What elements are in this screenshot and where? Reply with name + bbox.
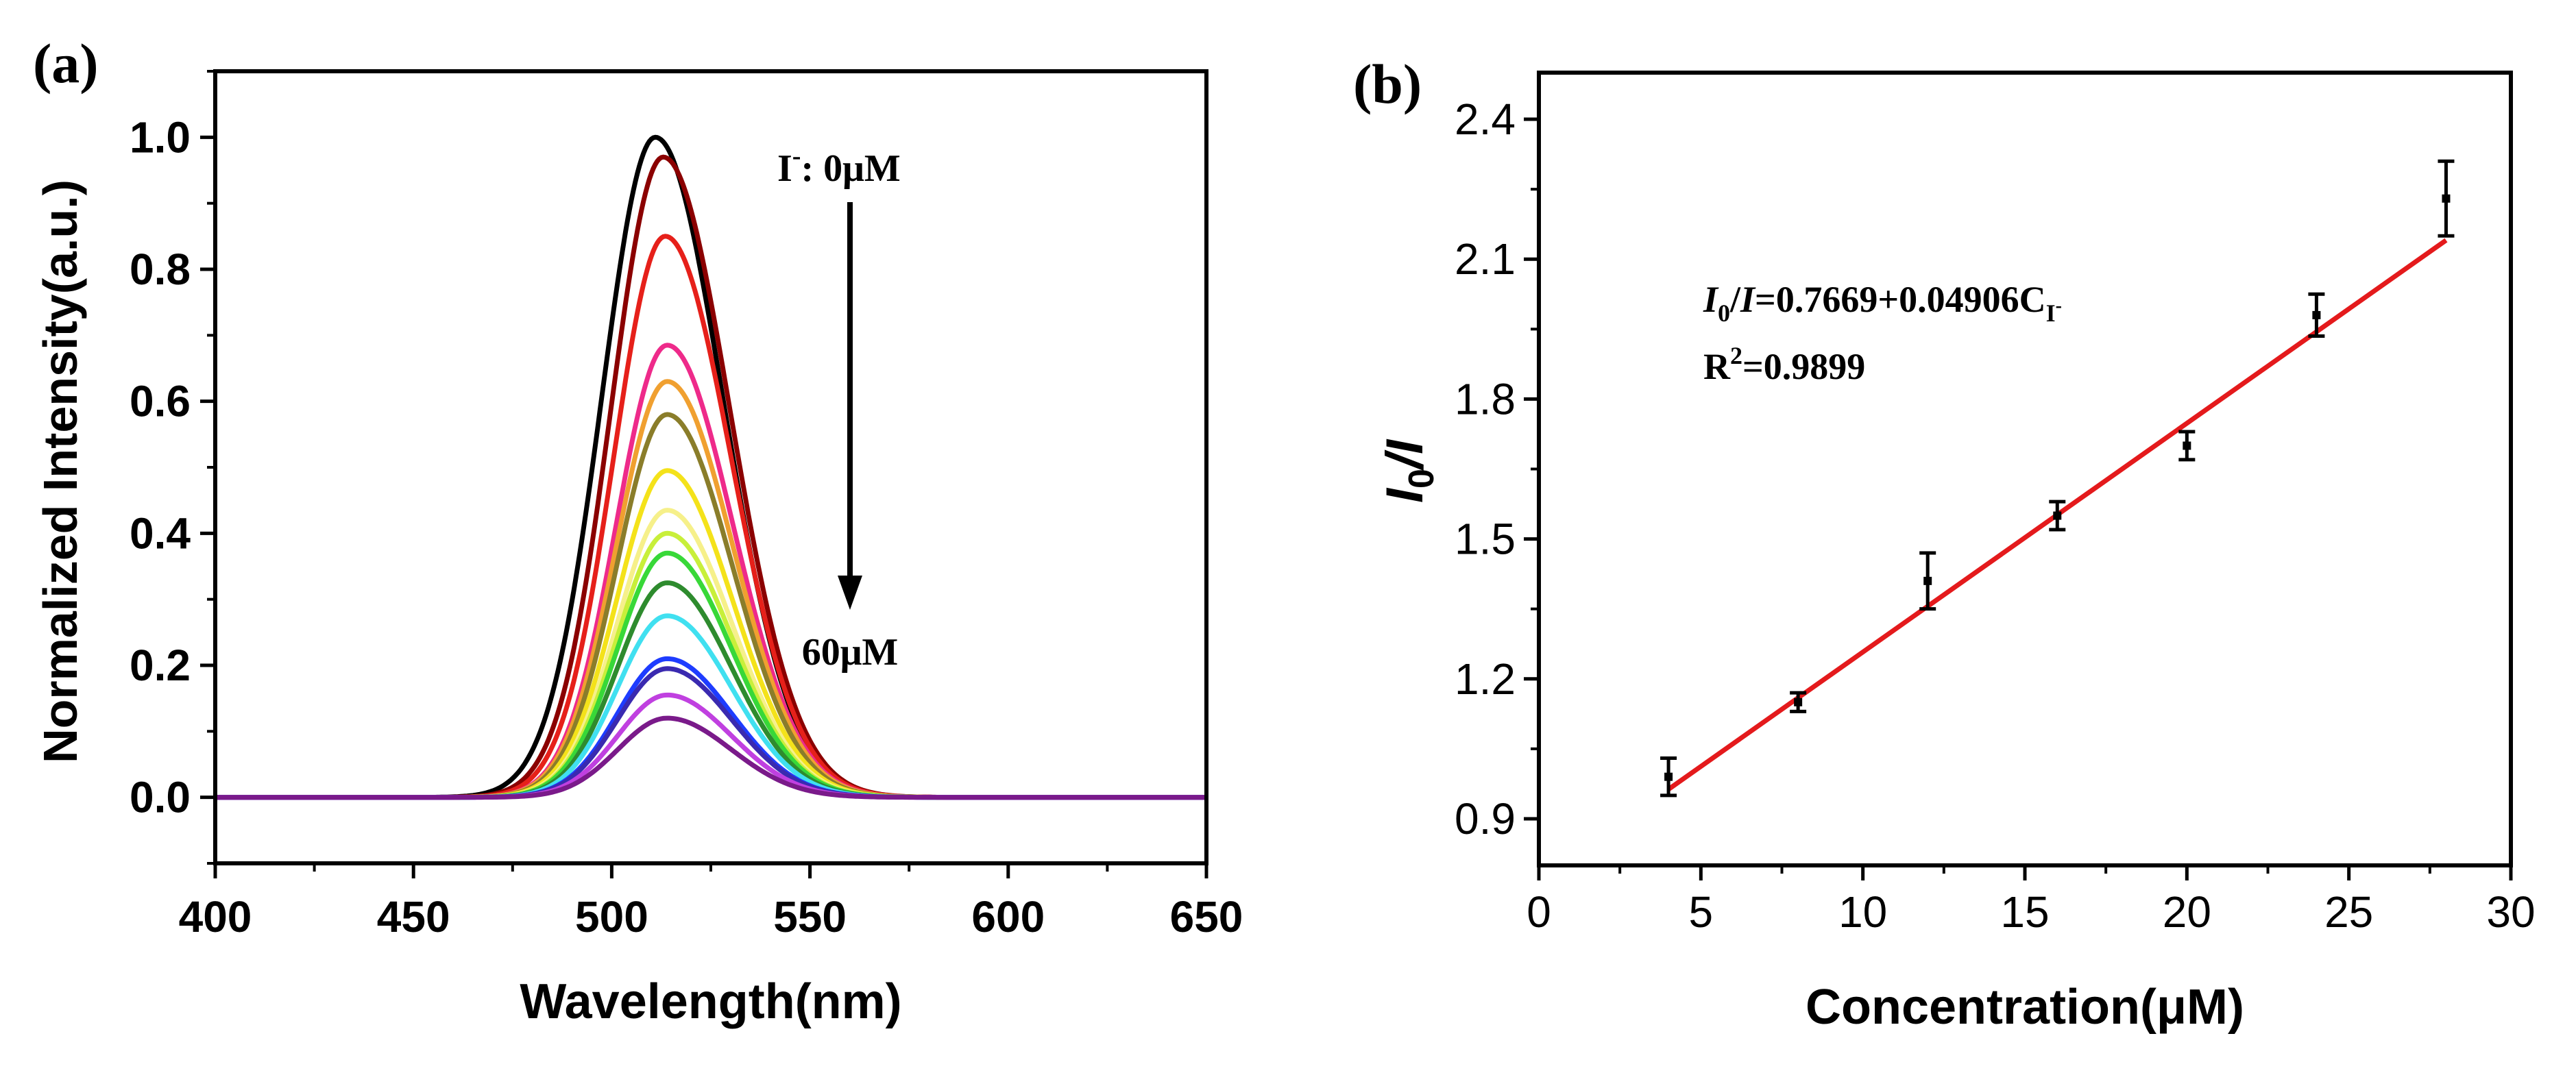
spectrum-curve-7	[215, 468, 1206, 800]
a-y-tick-label: 1.0	[130, 112, 191, 162]
a-y-tick-label: 0.0	[130, 773, 191, 822]
annotation-start-label: I-: 0μM	[777, 142, 901, 190]
annotation-arrow-head	[838, 576, 862, 610]
panel-a-y-axis-label: Normalized Intensity(a.u.)	[34, 180, 87, 763]
spectrum-curve-15	[215, 692, 1206, 800]
b-y-tick-label: 1.2	[1455, 654, 1516, 704]
r2-sup: 2	[1730, 342, 1742, 369]
b-x-tick-label: 0	[1527, 887, 1551, 937]
r2-value: =0.9899	[1742, 346, 1865, 387]
eq-rhs: =0.7669+0.04906C	[1755, 279, 2046, 320]
b-y-tick-label: 2.4	[1455, 95, 1516, 144]
point-marker	[1794, 698, 1803, 706]
calibration-points	[1660, 159, 2455, 798]
panel-a-y-ticks: 0.0 0.2 0.4 0.6 0.8 1.0	[130, 70, 215, 865]
data-point	[1790, 691, 1807, 713]
panel-b-plot-frame	[1537, 71, 2513, 867]
point-marker	[2053, 511, 2062, 520]
data-point	[1919, 551, 1936, 611]
b-y-tick-label: 0.9	[1455, 794, 1516, 843]
data-point	[2438, 159, 2455, 238]
spectrum-curve-12	[215, 613, 1206, 800]
point-marker	[2183, 441, 2191, 450]
panel-b-x-ticks: 0 5 10 15 20 25 30	[1527, 865, 2536, 937]
point-marker	[1923, 576, 1932, 585]
a-y-tick-label: 0.6	[130, 377, 191, 426]
eq-I0-sub: 0	[1718, 299, 1730, 327]
a-x-tick-label: 500	[575, 892, 648, 941]
annotation-end-label: 60μM	[802, 631, 899, 674]
a-y-tick-label: 0.2	[130, 641, 191, 690]
eq-rhs-sub: I	[2046, 299, 2056, 327]
spectrum-curve-2	[215, 154, 1206, 800]
panel-a-x-ticks: 400 450 500 550 600 650	[179, 863, 1243, 941]
b-x-tick-label: 10	[1838, 887, 1887, 937]
b-y-tick-label: 2.1	[1455, 234, 1516, 284]
data-point	[2178, 430, 2196, 462]
panel-a-x-axis-label: Wavelength(nm)	[520, 974, 901, 1029]
fit-equation: I0/I=0.7669+0.04906CI-	[1703, 279, 2062, 327]
b-x-tick-label: 15	[2000, 887, 2049, 937]
a-y-tick-label: 0.8	[130, 245, 191, 294]
b-y-tick-label: 1.5	[1455, 515, 1516, 564]
spectrum-curve-16	[215, 715, 1206, 800]
panel-b-x-axis-label: Concentration(μM)	[1806, 980, 2244, 1035]
panel-b-y-axis-label: I0/I	[1376, 439, 1442, 503]
eq-I: I	[1740, 279, 1756, 320]
a-x-tick-label: 550	[773, 892, 847, 941]
y-label-sub: 0	[1402, 469, 1442, 489]
b-x-tick-label: 5	[1689, 887, 1714, 937]
data-point	[1660, 756, 1677, 798]
a-x-tick-label: 650	[1170, 892, 1243, 941]
panel-b-calibration-chart: (b) 0 5 10 15 20 25 30 0.91.21.51.82.12.4 Conc…	[1353, 53, 2536, 1035]
b-y-tick-label: 1.8	[1455, 374, 1516, 423]
fit-r-squared: R2=0.9899	[1703, 342, 1865, 387]
a-x-tick-label: 600	[971, 892, 1045, 941]
panel-a-spectra-chart: (a) 400 450 500 550 600 650 0.0 0.2 0.4 0.6 0.8 1.…	[33, 32, 1243, 1029]
point-marker	[1664, 772, 1673, 781]
panel-b-label: (b)	[1353, 53, 1422, 115]
eq-rhs-sub-charge: -	[2056, 295, 2062, 317]
panel-b-y-ticks: 0.9 1.2 1.5 1.8 2.1 2.4	[1455, 95, 1539, 843]
point-marker	[2442, 194, 2451, 203]
data-point	[2049, 500, 2066, 532]
r2-prefix: R	[1703, 346, 1731, 387]
point-marker	[2312, 310, 2321, 319]
annotation-start-value: : 0μM	[801, 147, 900, 190]
eq-slash: /	[1729, 279, 1741, 320]
data-point	[2308, 292, 2325, 338]
a-x-tick-label: 400	[179, 892, 252, 941]
eq-I0: I	[1703, 279, 1719, 320]
b-x-tick-label: 25	[2324, 887, 2373, 937]
a-y-tick-label: 0.4	[130, 508, 191, 558]
b-x-tick-label: 30	[2486, 887, 2535, 937]
annotation-ion-charge: -	[792, 142, 801, 171]
spectra-curves	[215, 134, 1206, 800]
annotation-ion: I	[777, 147, 792, 190]
spectrum-curve-13	[215, 656, 1206, 800]
a-x-tick-label: 450	[377, 892, 450, 941]
b-x-tick-label: 20	[2163, 887, 2211, 937]
y-label-I: I	[1376, 487, 1434, 503]
panel-a-label: (a)	[33, 32, 99, 95]
y-label-tail: /I	[1376, 439, 1434, 471]
